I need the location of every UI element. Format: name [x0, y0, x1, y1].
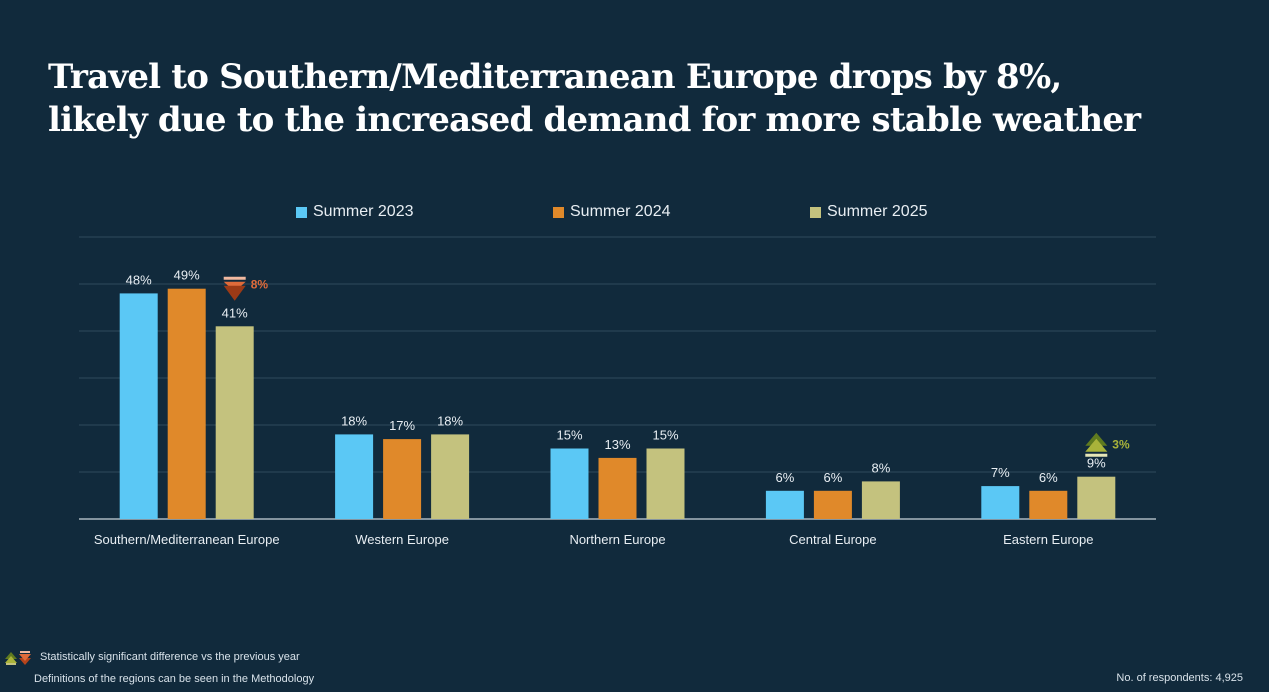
chart-legend: Summer 2023 Summer 2024 Summer 2025: [0, 203, 1269, 227]
bar: [1077, 476, 1116, 519]
legend-label-summer-2025: Summer 2025: [827, 203, 928, 220]
data-label: 6%: [824, 470, 843, 485]
bar: [550, 448, 589, 519]
data-label: 9%: [1087, 456, 1106, 471]
significance-up-arrow: [1085, 432, 1108, 457]
data-label: 15%: [556, 428, 582, 443]
legend-swatch-summer-2023: [296, 206, 307, 218]
data-label: 6%: [1039, 470, 1058, 485]
bar: [861, 481, 900, 519]
data-label: 49%: [174, 268, 200, 283]
respondents-count: No. of respondents: 4,925: [1116, 672, 1243, 684]
bar: [215, 326, 254, 519]
bar: [167, 288, 206, 519]
data-label: 18%: [437, 413, 463, 428]
data-label: 18%: [341, 413, 367, 428]
bar: [598, 457, 637, 519]
legend-item-summer-2025: Summer 2025: [810, 203, 928, 221]
category-label: Central Europe: [789, 532, 876, 547]
data-label: 8%: [872, 460, 891, 475]
page-title-line-2: likely due to the increased demand for m…: [48, 100, 1141, 140]
bar: [119, 293, 158, 519]
bar: [1029, 490, 1068, 519]
category-label: Eastern Europe: [1003, 532, 1093, 547]
bar: [765, 490, 804, 519]
legend-item-summer-2024: Summer 2024: [553, 203, 671, 221]
page-title-line-1: Travel to Southern/Mediterranean Europe …: [48, 57, 1062, 97]
category-label: Southern/Mediterranean Europe: [94, 532, 280, 547]
bar: [431, 434, 470, 519]
significance-label: 3%: [1112, 438, 1130, 452]
data-label: 13%: [604, 437, 630, 452]
bar: [981, 486, 1020, 519]
data-label: 48%: [126, 272, 152, 287]
category-label: Northern Europe: [569, 532, 665, 547]
significance-down-arrow: [223, 276, 246, 301]
significance-label: 8%: [251, 278, 269, 292]
legend-label-summer-2024: Summer 2024: [570, 203, 671, 220]
legend-swatch-summer-2024: [553, 206, 564, 218]
footnote-definitions: Definitions of the regions can be seen i…: [34, 673, 315, 685]
bar-chart: 48% 49% 41% Southern/Mediterranean Europe 18…: [79, 236, 1156, 547]
legend-swatch-summer-2025: [810, 206, 821, 218]
significance-legend-icon: [5, 651, 31, 665]
data-label: 7%: [991, 465, 1010, 480]
category-label: Western Europe: [355, 532, 449, 547]
bar: [383, 439, 422, 519]
bar: [335, 434, 374, 519]
page-title: Travel to Southern/Mediterranean Europe …: [48, 56, 1198, 142]
data-label: 17%: [389, 418, 415, 433]
bar: [646, 448, 685, 519]
data-label: 6%: [776, 470, 795, 485]
data-label: 15%: [652, 428, 678, 443]
bar: [813, 490, 852, 519]
data-label: 41%: [222, 305, 248, 320]
legend-label-summer-2023: Summer 2023: [313, 203, 414, 220]
footnote-significance: Statistically significant difference vs …: [40, 651, 300, 663]
legend-item-summer-2023: Summer 2023: [296, 203, 414, 221]
